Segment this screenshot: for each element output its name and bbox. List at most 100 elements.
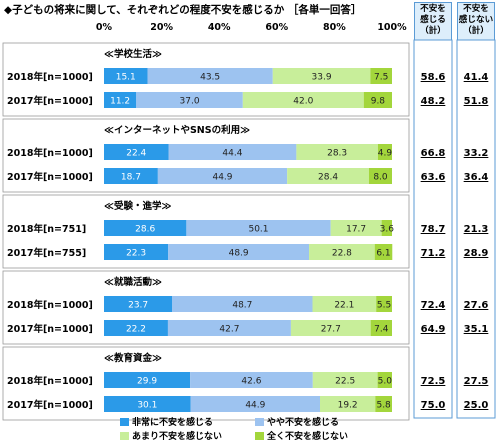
section-frame bbox=[2, 118, 410, 193]
row-label: 2017年[n=1000] bbox=[7, 95, 93, 107]
bar-segment bbox=[167, 320, 291, 336]
bar-segment bbox=[190, 372, 313, 388]
bar-segment bbox=[147, 68, 273, 84]
x-tick-label: 60% bbox=[265, 22, 288, 33]
data-label: 27.7 bbox=[321, 325, 341, 335]
row-label: 2017年[n=755] bbox=[7, 247, 86, 259]
bar-segment bbox=[375, 396, 392, 412]
bar-segment bbox=[370, 68, 392, 84]
row-label: 2018年[n=1000] bbox=[7, 147, 93, 159]
data-label: 9.8 bbox=[371, 97, 386, 107]
section-label: ≪学校生活≫ bbox=[104, 48, 162, 60]
bar-segment bbox=[377, 144, 392, 160]
x-tick-label: 20% bbox=[150, 22, 173, 33]
section-label: ≪就職活動≫ bbox=[104, 276, 162, 288]
bar-segment bbox=[168, 144, 297, 160]
bar-segment bbox=[290, 320, 371, 336]
column-header-not-anxious-total: 不安を 感じない （計） bbox=[457, 2, 495, 40]
data-label: 28.4 bbox=[318, 173, 338, 183]
data-label: 7.5 bbox=[374, 73, 388, 83]
row-label: 2017年[n=1000] bbox=[7, 323, 93, 335]
data-label: 44.4 bbox=[222, 149, 242, 159]
column-header-anxious-total: 不安を 感じる （計） bbox=[414, 2, 452, 40]
data-label: 19.2 bbox=[338, 401, 358, 411]
bar-segment bbox=[136, 92, 243, 108]
section-label: ≪受験・進学≫ bbox=[104, 200, 171, 212]
legend-label: やや不安を感じる bbox=[267, 416, 339, 428]
data-label: 48.7 bbox=[232, 301, 252, 311]
bar-segment bbox=[368, 168, 392, 184]
data-label: 22.4 bbox=[126, 149, 146, 159]
bar-segment bbox=[376, 296, 392, 312]
bar-segment bbox=[287, 168, 369, 184]
not-anxious-total-value: 36.4 bbox=[464, 172, 489, 183]
section-label: ≪インターネットやSNSの利用≫ bbox=[104, 124, 250, 136]
data-label: 30.1 bbox=[137, 401, 157, 411]
section-frame bbox=[2, 270, 410, 345]
bar-segment bbox=[104, 244, 169, 260]
data-label: 50.1 bbox=[248, 225, 268, 235]
bar-segment bbox=[312, 296, 377, 312]
x-tick-label: 100% bbox=[377, 22, 407, 33]
chart-title: ◆子どもの将来に関して、それぞれどの程度不安を感じるか ［各単一回答］ bbox=[4, 2, 361, 17]
anxious-total-value: 58.6 bbox=[421, 72, 446, 83]
data-label: 5.8 bbox=[376, 401, 391, 411]
column-band-anxious-total bbox=[413, 39, 453, 419]
x-tick-label: 0% bbox=[96, 22, 113, 33]
data-label: 29.9 bbox=[137, 377, 157, 387]
data-label: 28.6 bbox=[135, 225, 155, 235]
bar-segment bbox=[377, 372, 392, 388]
data-label: 42.7 bbox=[219, 325, 239, 335]
data-label: 43.5 bbox=[200, 73, 220, 83]
not-anxious-total-value: 41.4 bbox=[464, 72, 489, 83]
row-label: 2018年[n=1000] bbox=[7, 299, 93, 311]
section-frame bbox=[2, 346, 410, 421]
anxious-total-value: 48.2 bbox=[421, 96, 446, 107]
not-anxious-total-value: 33.2 bbox=[464, 148, 489, 159]
anxious-total-value: 71.2 bbox=[421, 248, 446, 259]
bar-segment bbox=[296, 144, 378, 160]
not-anxious-total-value: 21.3 bbox=[464, 224, 489, 235]
anxious-total-value: 72.4 bbox=[421, 300, 446, 311]
data-label: 6.1 bbox=[376, 249, 390, 259]
anxious-total-value: 66.8 bbox=[421, 148, 446, 159]
bar-segment bbox=[104, 68, 148, 84]
data-label: 22.5 bbox=[335, 377, 355, 387]
not-anxious-total-value: 27.5 bbox=[464, 376, 489, 387]
anxious-total-value: 72.5 bbox=[421, 376, 446, 387]
section-frame bbox=[2, 194, 410, 269]
row-label: 2017年[n=1000] bbox=[7, 171, 93, 183]
bar-segment bbox=[104, 92, 137, 108]
section-frame bbox=[2, 42, 410, 117]
bar-segment bbox=[104, 144, 169, 160]
data-label: 5.0 bbox=[378, 377, 393, 387]
data-label: 42.6 bbox=[241, 377, 261, 387]
data-label: 44.9 bbox=[212, 173, 232, 183]
data-label: 15.1 bbox=[116, 73, 136, 83]
legend-label: 非常に不安を感じる bbox=[132, 416, 213, 428]
bar-segment bbox=[381, 220, 392, 236]
bar-segment bbox=[172, 296, 313, 312]
data-label: 22.3 bbox=[126, 249, 146, 259]
data-label: 8.0 bbox=[373, 173, 388, 183]
bar-segment bbox=[157, 168, 288, 184]
bar-segment bbox=[186, 220, 331, 236]
anxious-total-value: 64.9 bbox=[421, 324, 446, 335]
data-label: 11.2 bbox=[110, 97, 130, 107]
data-label: 17.7 bbox=[346, 225, 366, 235]
data-label: 48.9 bbox=[229, 249, 249, 259]
data-label: 33.9 bbox=[312, 73, 332, 83]
x-tick-label: 40% bbox=[208, 22, 231, 33]
bar-segment bbox=[363, 92, 392, 108]
bar-segment bbox=[370, 320, 392, 336]
bar-segment bbox=[320, 396, 376, 412]
data-label: 22.1 bbox=[334, 301, 354, 311]
legend-label: 全く不安を感じない bbox=[266, 430, 348, 442]
bar-segment bbox=[309, 244, 375, 260]
bar-segment bbox=[272, 68, 371, 84]
legend-label: あまり不安を感じない bbox=[132, 430, 222, 442]
bar-segment bbox=[104, 220, 187, 236]
data-label: 18.7 bbox=[121, 173, 141, 183]
title-text: ◆子どもの将来に関して、それぞれどの程度不安を感じるか bbox=[4, 4, 285, 16]
